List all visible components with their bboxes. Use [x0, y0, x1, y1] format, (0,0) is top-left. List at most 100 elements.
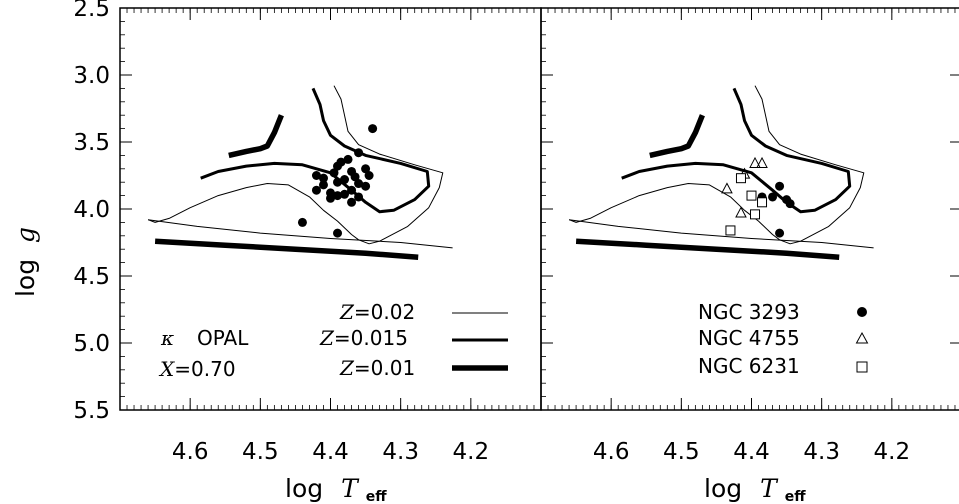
left-x-tick-label: 4.6: [172, 439, 209, 465]
left-data-point: [333, 177, 343, 187]
left-x-tick-label: 4.2: [453, 439, 490, 465]
left-track-z-0-01: [228, 114, 284, 159]
left-x-tick-label: 4.5: [242, 439, 279, 465]
right-track-z-0-01: [575, 238, 840, 260]
right-track-z-0-015: [621, 87, 852, 214]
legend-entry-z002-var: Z: [339, 300, 355, 324]
y-axis-title-log: log: [11, 259, 40, 297]
x-axis-title-right-var: T: [760, 474, 779, 503]
y-axis-title-var: g: [11, 227, 40, 243]
legend-marker-filled-circle: [857, 307, 867, 317]
point-ngc-3293: [775, 181, 785, 191]
legend-entry-ngc4755: NGC 4755: [698, 326, 800, 350]
right-points: [721, 156, 795, 238]
legend-entry-ngc6231: NGC 6231: [698, 354, 800, 378]
left-data-point: [297, 217, 307, 227]
left-data-point: [343, 154, 353, 164]
right-series: [568, 85, 874, 260]
point-ngc-4755: [756, 156, 768, 168]
point-ngc-6231: [750, 209, 761, 220]
left-data-point: [354, 192, 364, 202]
x-axis-title-left-sub: eff: [366, 489, 387, 504]
point-ngc-6231: [746, 190, 757, 201]
legend-marker-open-triangle: [855, 331, 869, 344]
left-data-point: [347, 185, 357, 195]
legend-entry-z0015-value: =0.015: [334, 326, 408, 350]
annotation-opal: OPAL: [197, 326, 249, 350]
annotation-x-abundance: X=0.70: [158, 357, 236, 381]
right-x-tick-label: 4.5: [663, 439, 700, 465]
y-tick-label: 3.0: [73, 63, 110, 89]
x-axis-title-left-log: log: [285, 474, 323, 503]
left-data-point: [364, 171, 374, 180]
x-axis-title-left-var: T: [341, 474, 360, 503]
legend-entry-z0015: Z=0.015: [319, 326, 408, 350]
left-data-point: [368, 124, 378, 134]
point-ngc-3293: [785, 199, 795, 209]
x-axis-title-right-sub: eff: [785, 489, 806, 504]
point-ngc-4755: [721, 182, 733, 194]
annotation-kappa: κ: [160, 326, 174, 350]
left-data-point: [354, 148, 364, 158]
right-x-tick-label: 4.3: [803, 439, 840, 465]
legend-entry-ngc3293: NGC 3293: [698, 300, 800, 324]
y-axis-title: log g: [11, 227, 40, 297]
legend-entry-z001: Z=0.01: [339, 356, 415, 380]
point-ngc-3293: [768, 192, 778, 202]
right-track-z-0-02: [568, 85, 865, 245]
left-data-point: [329, 168, 339, 178]
left-data-point: [318, 180, 328, 190]
y-tick-label: 5.0: [73, 331, 110, 357]
legend-entry-z002: Z=0.02: [339, 300, 415, 324]
point-ngc-4755: [749, 156, 761, 168]
left-data-point: [333, 228, 343, 238]
right-axes: 4.6 4.5 4.4 4.3 4.2: [540, 7, 959, 465]
right-x-tick-label: 4.6: [593, 439, 630, 465]
left-legend: Z=0.02 Z=0.015 Z=0.01: [319, 300, 508, 380]
point-ngc-6231: [757, 197, 768, 208]
left-data-point: [326, 193, 335, 203]
legend-entry-z001-var: Z: [339, 356, 355, 380]
left-data-point: [361, 164, 371, 174]
left-track-z-0-02: [148, 219, 453, 249]
y-tick-label: 3.5: [73, 130, 110, 156]
left-x-tick-label: 4.3: [382, 439, 419, 465]
annotation-x-var: X: [158, 357, 175, 381]
y-tick-label: 5.5: [73, 398, 110, 424]
right-track-z-0-01: [649, 114, 705, 159]
right-legend: NGC 3293 NGC 4755 NGC 6231: [698, 300, 869, 378]
legend-entry-z002-value: =0.02: [354, 300, 415, 324]
left-data-point: [354, 179, 364, 189]
y-tick-label: 4.5: [73, 264, 110, 290]
left-series: [147, 85, 453, 260]
left-data-point: [340, 175, 350, 185]
left-data-point: [347, 197, 357, 207]
left-points: [297, 124, 378, 238]
left-track-z-0-02: [147, 85, 444, 245]
point-ngc-6231: [725, 225, 736, 236]
right-track-z-0-02: [569, 219, 874, 249]
left-data-point: [333, 161, 343, 171]
point-ngc-3293: [775, 228, 785, 238]
left-track-z-0-015: [200, 87, 431, 214]
point-ngc-6231: [735, 173, 746, 184]
left-data-point: [311, 171, 321, 180]
left-data-point: [340, 189, 350, 199]
legend-entry-z0015-var: Z: [319, 326, 335, 350]
left-x-tick-label: 4.4: [312, 439, 349, 465]
y-tick-label: 2.5: [73, 0, 110, 22]
left-data-point: [350, 172, 360, 182]
legend-marker-open-square: [856, 361, 868, 373]
left-data-point: [311, 185, 321, 195]
right-x-tick-label: 4.2: [874, 439, 911, 465]
left-data-point: [318, 173, 328, 183]
annotation-x-value: =0.70: [174, 357, 235, 381]
left-data-point: [333, 191, 343, 201]
right-panel: 4.6 4.5 4.4 4.3 4.2: [540, 7, 959, 465]
left-track-z-0-01: [154, 238, 419, 260]
right-x-tick-label: 4.4: [733, 439, 770, 465]
left-data-point: [361, 181, 371, 191]
point-ngc-4755: [735, 206, 747, 218]
legend-entry-z001-value: =0.01: [354, 356, 415, 380]
x-axis-title-right-log: log: [704, 474, 742, 503]
